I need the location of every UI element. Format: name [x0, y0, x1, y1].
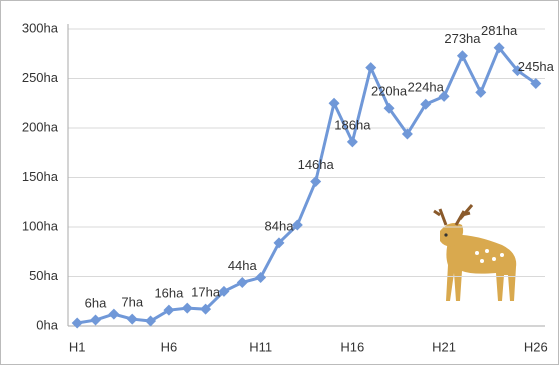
point-marker — [310, 175, 322, 187]
point-marker — [90, 314, 102, 326]
data-label: 146ha — [298, 157, 335, 172]
point-marker — [108, 308, 120, 320]
data-label: 224ha — [408, 80, 445, 95]
point-marker — [71, 317, 83, 329]
point-marker — [420, 98, 432, 110]
point-marker — [145, 315, 157, 327]
point-marker — [273, 237, 285, 249]
data-label: 186ha — [334, 117, 371, 132]
point-marker — [475, 86, 487, 98]
x-tick-label: H16 — [340, 339, 364, 354]
x-tick-label: H6 — [161, 339, 178, 354]
point-marker — [291, 219, 303, 231]
x-tick-label: H1 — [69, 339, 86, 354]
y-tick-label: 50ha — [29, 268, 59, 283]
point-marker — [328, 97, 340, 109]
data-label: 7ha — [121, 295, 143, 310]
data-label: 220ha — [371, 84, 408, 99]
point-marker — [493, 42, 505, 54]
point-marker — [218, 285, 230, 297]
point-marker — [511, 65, 523, 77]
data-label: 44ha — [228, 258, 258, 273]
point-marker — [401, 128, 413, 140]
x-tick-label: H21 — [432, 339, 456, 354]
point-marker — [365, 62, 377, 74]
point-marker — [200, 303, 212, 315]
y-tick-label: 0ha — [36, 317, 58, 332]
data-label: 281ha — [481, 23, 518, 38]
y-tick-label: 150ha — [22, 169, 59, 184]
point-marker — [438, 90, 450, 102]
x-tick-label: H11 — [249, 339, 272, 354]
point-marker — [181, 302, 193, 314]
data-label: 273ha — [444, 31, 481, 46]
point-marker — [163, 304, 175, 316]
data-label: 84ha — [265, 218, 295, 233]
y-tick-label: 200ha — [22, 119, 59, 134]
point-marker — [383, 102, 395, 114]
y-tick-label: 300ha — [22, 20, 59, 35]
data-label: 17ha — [191, 285, 221, 300]
deer-illustration — [433, 204, 517, 301]
data-label: 245ha — [518, 59, 555, 74]
y-tick-label: 250ha — [22, 70, 59, 85]
x-tick-label: H26 — [524, 339, 548, 354]
y-tick-label: 100ha — [22, 218, 59, 233]
point-marker — [530, 77, 542, 89]
point-marker — [255, 271, 267, 283]
point-marker — [346, 136, 358, 148]
data-label: 6ha — [85, 295, 107, 310]
point-marker — [236, 276, 248, 288]
data-label: 16ha — [154, 286, 184, 301]
point-marker — [456, 50, 468, 62]
point-marker — [126, 313, 138, 325]
